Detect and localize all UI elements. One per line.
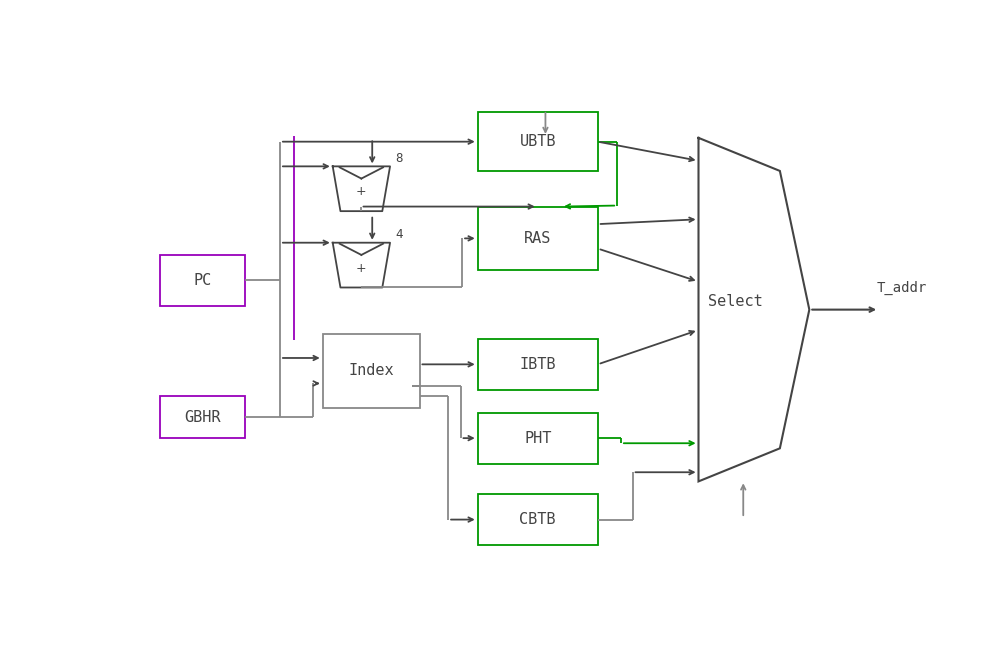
Bar	[160, 397, 245, 438]
Text: RAS: RAS	[524, 231, 551, 246]
Bar	[160, 255, 245, 306]
Text: +: +	[356, 185, 367, 198]
Text: Select: Select	[708, 295, 763, 309]
Text: PHT: PHT	[524, 431, 551, 446]
Text: PC: PC	[193, 273, 212, 288]
Text: Index: Index	[348, 363, 394, 378]
Text: IBTB: IBTB	[519, 357, 556, 372]
Text: +: +	[356, 262, 367, 275]
Bar	[478, 207, 598, 270]
Text: UBTB: UBTB	[519, 134, 556, 149]
Bar	[323, 334, 420, 408]
Text: CBTB: CBTB	[519, 512, 556, 527]
Bar	[478, 339, 598, 390]
Bar	[478, 494, 598, 545]
Text: GBHR: GBHR	[184, 410, 221, 425]
Bar	[478, 412, 598, 463]
Text: 4: 4	[395, 228, 403, 241]
Bar	[478, 112, 598, 171]
Text: 8: 8	[395, 152, 403, 165]
Text: T_addr: T_addr	[877, 281, 927, 295]
